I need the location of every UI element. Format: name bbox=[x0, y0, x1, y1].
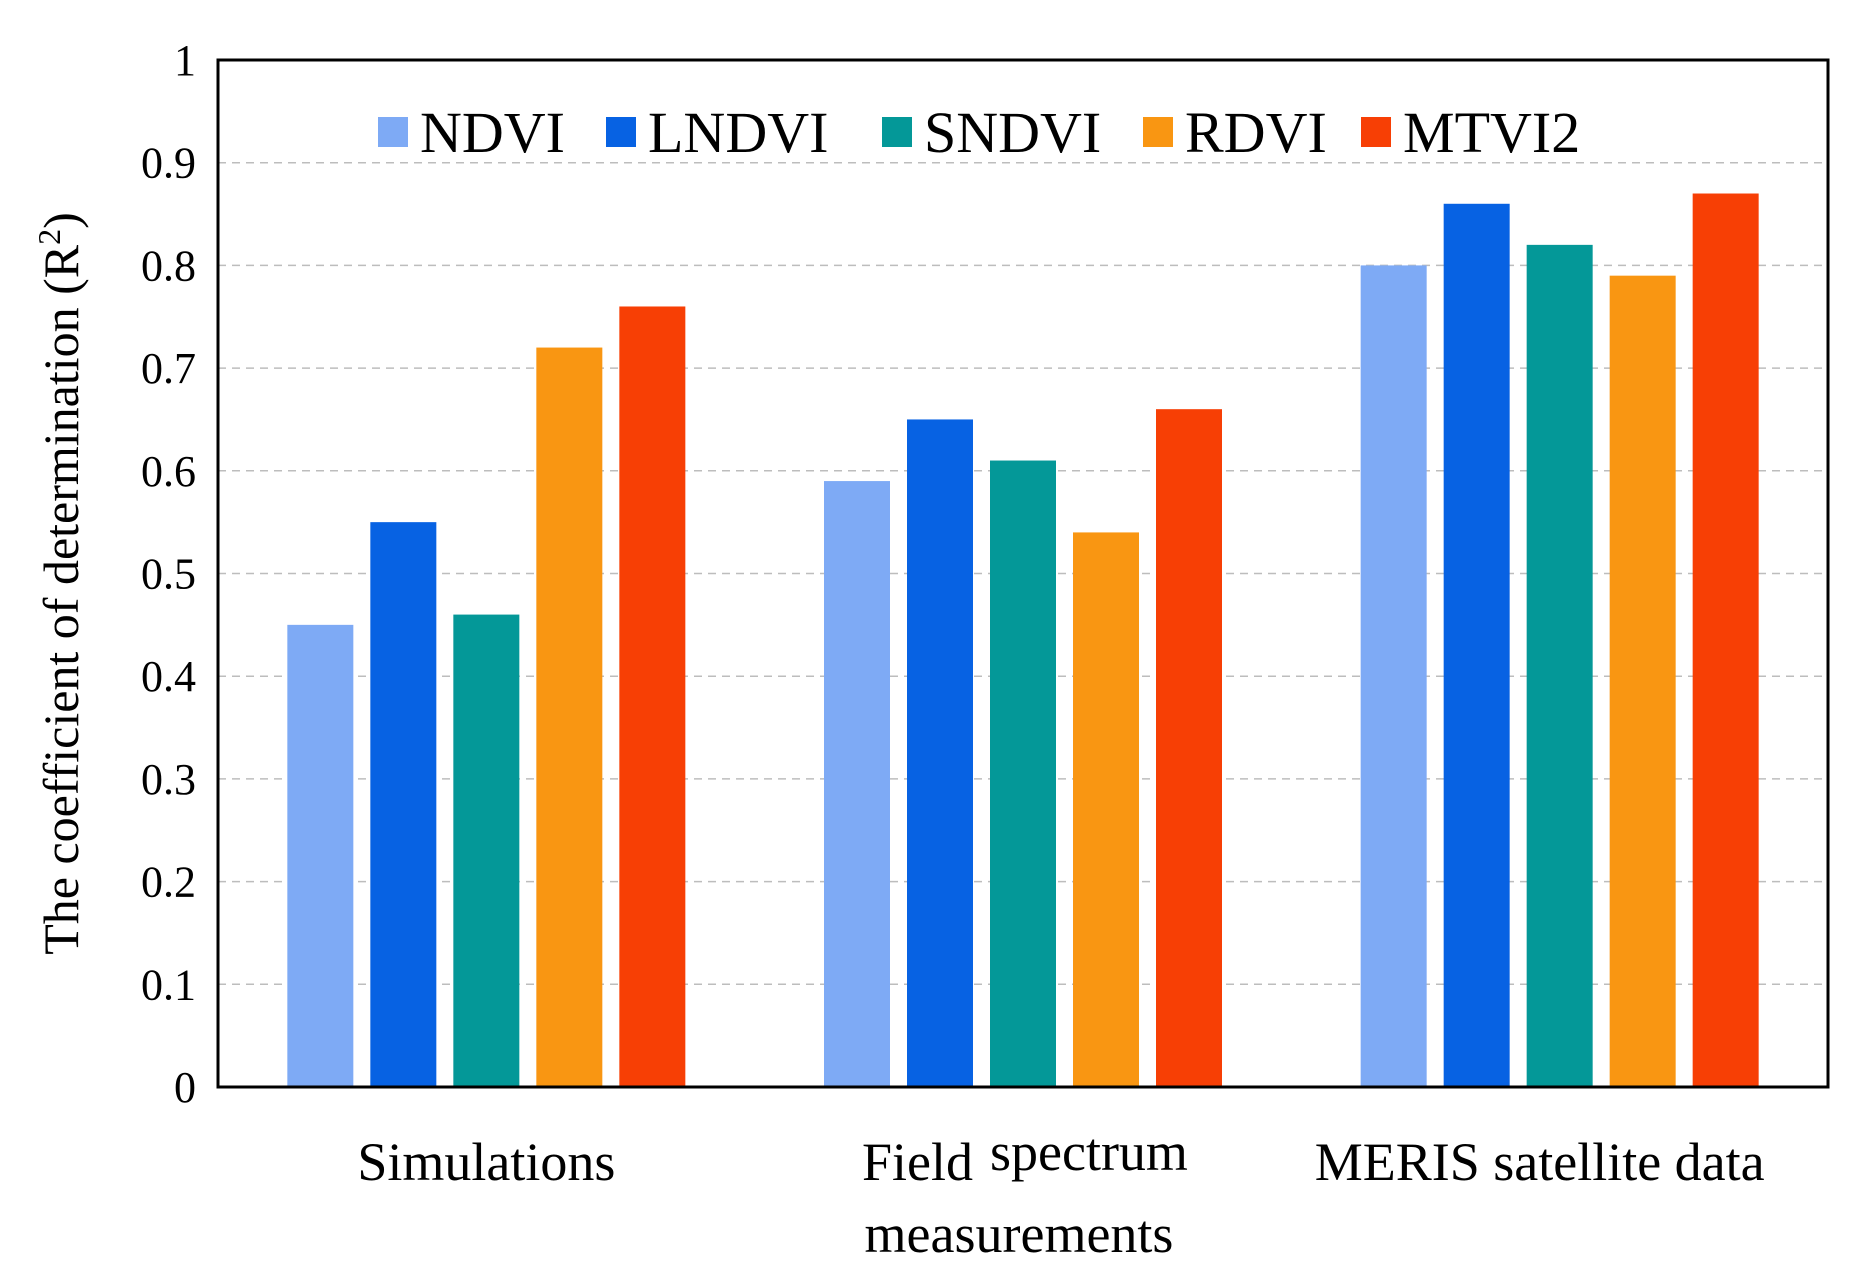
bar-rdvi-2 bbox=[1073, 532, 1139, 1087]
y-tick-label: 0.1 bbox=[141, 960, 196, 1009]
y-axis-label: The coefficient of determination (R2) bbox=[31, 212, 89, 955]
bar-sndvi-1 bbox=[453, 614, 520, 1087]
bar-lndvi-2 bbox=[907, 419, 973, 1087]
bar-mtvi2-2 bbox=[1156, 409, 1222, 1087]
y-axis-label-main: The coefficient of determination (R bbox=[33, 244, 89, 955]
y-tick-label: 0.6 bbox=[141, 447, 196, 496]
plot-frame bbox=[216, 58, 1830, 1089]
y-axis-ticks: 0 0.1 0.2 0.3 0.4 0.5 0.6 0.7 0.8 0.9 1 bbox=[141, 36, 196, 1112]
y-axis-label-suffix: ) bbox=[33, 212, 89, 229]
bar-ndvi-2 bbox=[824, 481, 890, 1087]
bar-sndvi-2 bbox=[990, 460, 1056, 1087]
legend-swatch-lndvi bbox=[606, 117, 636, 147]
legend-label-rdvi: RDVI bbox=[1185, 100, 1327, 165]
y-tick-label: 0.9 bbox=[141, 139, 196, 188]
bar-rdvi-1 bbox=[536, 347, 603, 1087]
y-tick-label: 0.2 bbox=[141, 858, 196, 907]
category-label: spectrum bbox=[990, 1122, 1188, 1182]
y-tick-label: 0.5 bbox=[141, 550, 196, 599]
y-tick-label: 0 bbox=[174, 1063, 196, 1112]
bar-mtvi2-3 bbox=[1692, 193, 1759, 1087]
legend-label-mtvi2: MTVI2 bbox=[1403, 100, 1580, 165]
bar-ndvi-1 bbox=[287, 624, 354, 1087]
y-tick-label: 0.4 bbox=[141, 652, 196, 701]
legend-label-sndvi: SNDVI bbox=[924, 100, 1101, 165]
bar-lndvi-3 bbox=[1443, 203, 1510, 1087]
legend: NDVI LNDVI SNDVI RDVI MTVI2 bbox=[378, 100, 1580, 165]
category-label: Field bbox=[862, 1132, 973, 1192]
legend-swatch-ndvi bbox=[378, 117, 408, 147]
category-label: measurements bbox=[865, 1204, 1174, 1264]
legend-label-lndvi: LNDVI bbox=[648, 100, 828, 165]
y-tick-label: 0.8 bbox=[141, 241, 196, 290]
x-axis-categories: Simulations Field spectrum measurements MERI… bbox=[357, 1122, 1764, 1264]
bars bbox=[287, 193, 1759, 1088]
category-label: Simulations bbox=[357, 1132, 615, 1192]
bar-mtvi2-1 bbox=[619, 306, 686, 1088]
legend-swatch-sndvi bbox=[882, 117, 912, 147]
legend-swatch-rdvi bbox=[1143, 117, 1173, 147]
legend-swatch-mtvi2 bbox=[1361, 117, 1391, 147]
bar-rdvi-3 bbox=[1609, 275, 1676, 1087]
bar-lndvi-1 bbox=[370, 522, 437, 1087]
y-tick-label: 1 bbox=[174, 36, 196, 85]
legend-label-ndvi: NDVI bbox=[420, 100, 565, 165]
y-tick-label: 0.7 bbox=[141, 344, 196, 393]
y-tick-label: 0.3 bbox=[141, 755, 196, 804]
y-axis-label-superscript: 2 bbox=[31, 229, 67, 245]
category-label: MERIS satellite data bbox=[1315, 1132, 1765, 1192]
bar-sndvi-3 bbox=[1526, 244, 1593, 1088]
bar-ndvi-3 bbox=[1360, 265, 1427, 1087]
